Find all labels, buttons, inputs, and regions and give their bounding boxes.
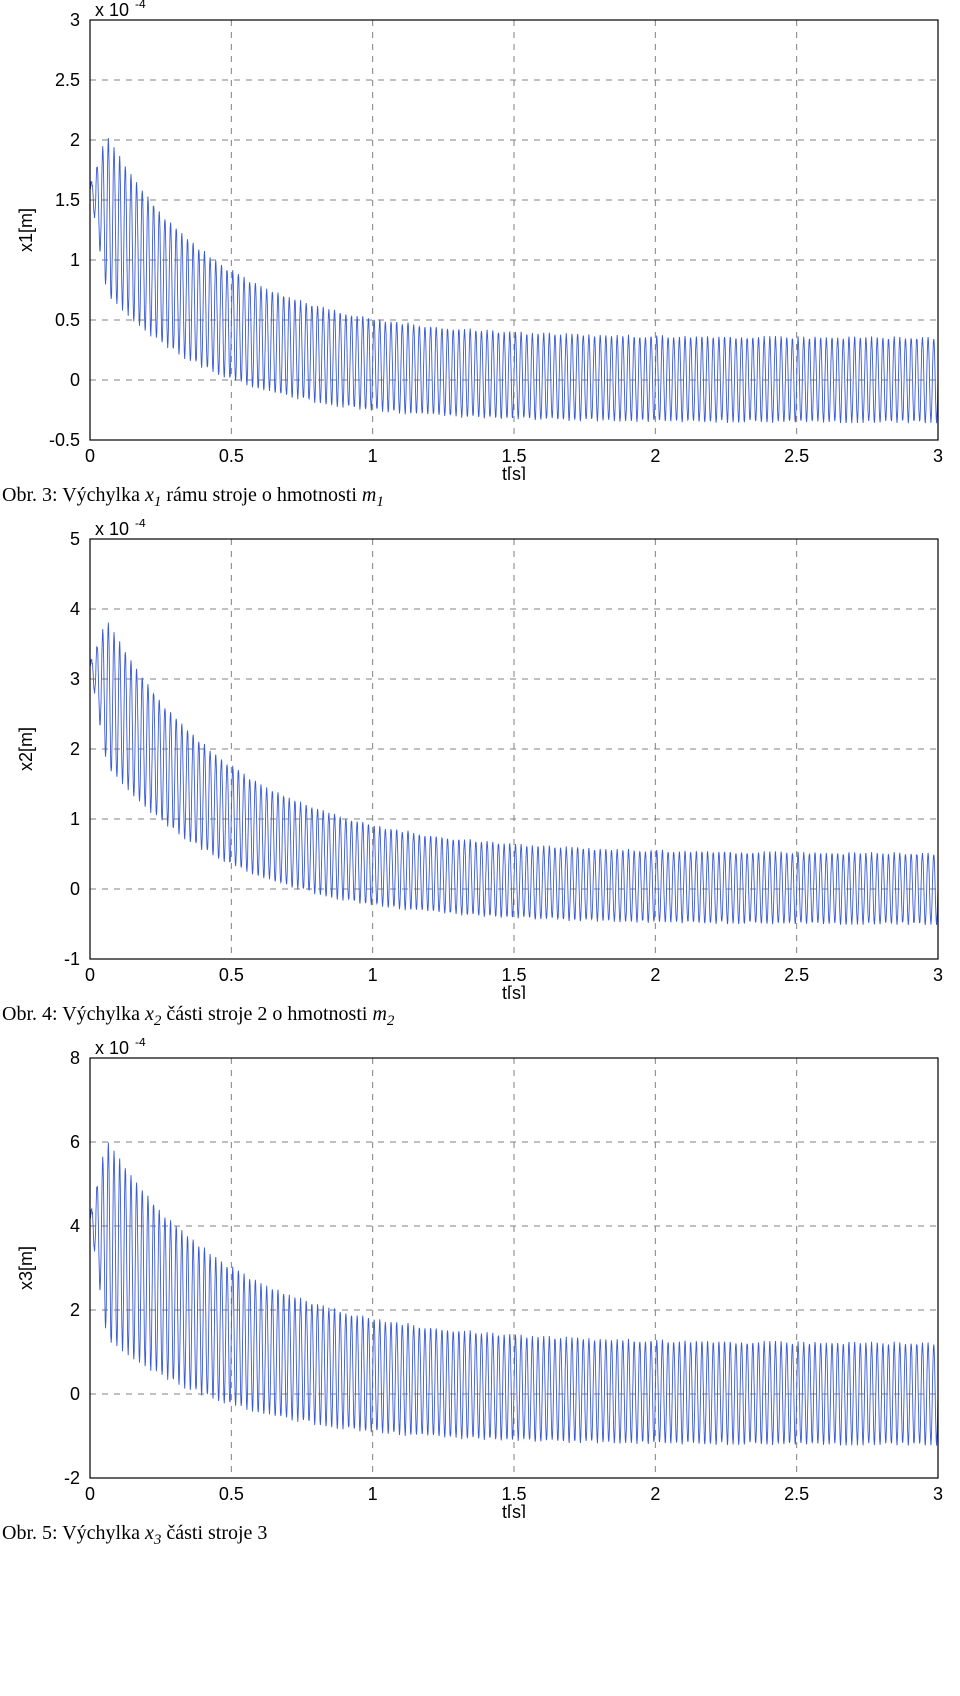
x-tick-label: 0.5 [219, 965, 244, 985]
y-tick-label: -1 [64, 949, 80, 969]
exponent-sup: -4 [135, 0, 146, 11]
y-tick-label: -0.5 [49, 430, 80, 450]
figure-2-caption: Obr. 4: Výchylka x 2 části stroje 2 o hmo… [2, 1003, 960, 1030]
x-tick-label: 3 [933, 1484, 943, 1504]
y-tick-label: 3 [70, 10, 80, 30]
chart-svg: 00.511.522.53-1012345x 10-4t[s]x2[m] [0, 519, 960, 999]
y-tick-label: 0 [70, 370, 80, 390]
caption-var-m: m [362, 484, 376, 506]
caption-text: Obr. 5: Výchylka [2, 1522, 145, 1544]
signal-line [90, 623, 938, 925]
y-tick-label: 6 [70, 1132, 80, 1152]
y-tick-label: 2 [70, 130, 80, 150]
caption-text-b: části stroje 3 [161, 1522, 267, 1544]
y-tick-label: 2.5 [55, 70, 80, 90]
exponent-label: x 10 [95, 1038, 129, 1058]
caption-var-msub: 2 [387, 1013, 395, 1029]
exponent-label: x 10 [95, 519, 129, 539]
x-tick-label: 0 [85, 965, 95, 985]
caption-text-b: rámu stroje o hmotnosti [161, 484, 362, 506]
y-tick-label: 2 [70, 739, 80, 759]
y-tick-label: 4 [70, 599, 80, 619]
x-axis-label: t[s] [502, 464, 526, 480]
chart-3-container: 00.511.522.53-202468x 10-4t[s]x3[m] [0, 1038, 960, 1518]
figure-3-block: 00.511.522.53-202468x 10-4t[s]x3[m] Obr.… [0, 1038, 960, 1549]
x-tick-label: 1 [368, 965, 378, 985]
y-tick-label: -2 [64, 1468, 80, 1488]
caption-text-b: části stroje 2 o hmotnosti [161, 1003, 372, 1025]
y-tick-label: 4 [70, 1216, 80, 1236]
x-tick-label: 3 [933, 965, 943, 985]
x-tick-label: 1.5 [501, 446, 526, 466]
y-axis-label: x1[m] [16, 208, 36, 252]
x-tick-label: 2 [650, 965, 660, 985]
x-tick-label: 1.5 [501, 1484, 526, 1504]
exponent-sup: -4 [135, 519, 146, 530]
x-tick-label: 2 [650, 1484, 660, 1504]
x-tick-label: 0.5 [219, 1484, 244, 1504]
chart-svg: 00.511.522.53-0.500.511.522.53x 10-4t[s]… [0, 0, 960, 480]
exponent-label: x 10 [95, 0, 129, 20]
figure-3-caption: Obr. 5: Výchylka x3 části stroje 3 [2, 1522, 960, 1549]
figure-1-block: 00.511.522.53-0.500.511.522.53x 10-4t[s]… [0, 0, 960, 511]
figure-2-block: 00.511.522.53-1012345x 10-4t[s]x2[m] Obr… [0, 519, 960, 1030]
y-tick-label: 0 [70, 1384, 80, 1404]
caption-var-m: m [372, 1003, 386, 1025]
x-tick-label: 2.5 [784, 965, 809, 985]
y-tick-label: 1 [70, 809, 80, 829]
y-tick-label: 0 [70, 879, 80, 899]
y-tick-label: 8 [70, 1048, 80, 1068]
exponent-sup: -4 [135, 1038, 146, 1049]
caption-text: Obr. 4: Výchylka [2, 1003, 145, 1025]
y-tick-label: 2 [70, 1300, 80, 1320]
x-axis-label: t[s] [502, 1502, 526, 1518]
y-tick-label: 3 [70, 669, 80, 689]
y-axis-label: x2[m] [16, 727, 36, 771]
y-tick-label: 1.5 [55, 190, 80, 210]
x-tick-label: 1 [368, 446, 378, 466]
x-tick-label: 1 [368, 1484, 378, 1504]
y-axis-label: x3[m] [16, 1246, 36, 1290]
caption-var-msub: 1 [376, 494, 384, 510]
x-tick-label: 2.5 [784, 1484, 809, 1504]
signal-line [90, 1143, 938, 1446]
x-tick-label: 0.5 [219, 446, 244, 466]
x-tick-label: 3 [933, 446, 943, 466]
caption-var-x: x [145, 1003, 154, 1025]
x-tick-label: 0 [85, 446, 95, 466]
chart-1-container: 00.511.522.53-0.500.511.522.53x 10-4t[s]… [0, 0, 960, 480]
x-axis-label: t[s] [502, 983, 526, 999]
x-tick-label: 2.5 [784, 446, 809, 466]
y-tick-label: 5 [70, 529, 80, 549]
x-tick-label: 0 [85, 1484, 95, 1504]
chart-svg: 00.511.522.53-202468x 10-4t[s]x3[m] [0, 1038, 960, 1518]
chart-2-container: 00.511.522.53-1012345x 10-4t[s]x2[m] [0, 519, 960, 999]
x-tick-label: 2 [650, 446, 660, 466]
caption-var-x: x [145, 484, 154, 506]
figure-1-caption: Obr. 3: Výchylka x 1 rámu stroje o hmotno… [2, 484, 960, 511]
y-tick-label: 0.5 [55, 310, 80, 330]
x-tick-label: 1.5 [501, 965, 526, 985]
y-tick-label: 1 [70, 250, 80, 270]
caption-var-x: x [145, 1522, 154, 1544]
caption-text: Obr. 3: Výchylka [2, 484, 145, 506]
